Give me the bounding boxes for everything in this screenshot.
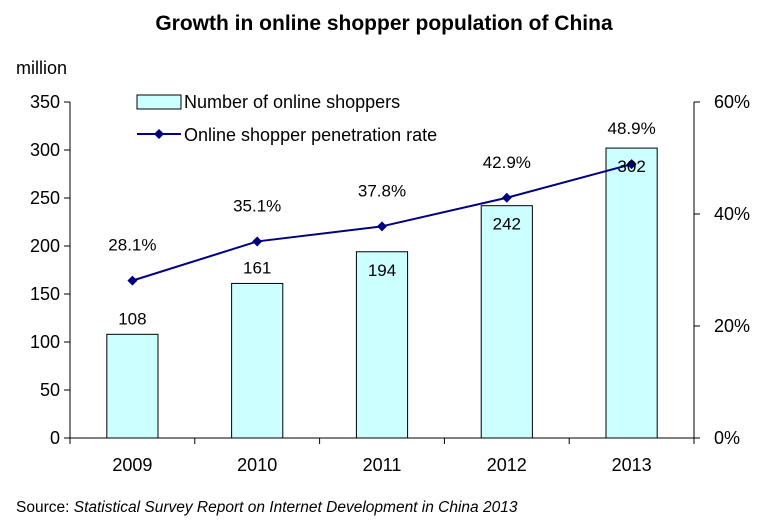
penetration-point-2013 (626, 159, 637, 170)
rate-value-label: 48.9% (607, 119, 655, 138)
y-tick-label: 50 (40, 380, 60, 400)
legend: Number of online shoppers Online shopper… (136, 92, 437, 145)
penetration-line (127, 159, 637, 286)
y-tick-label: 150 (30, 284, 60, 304)
x-tick-label: 2010 (237, 455, 277, 475)
rate-value-label: 42.9% (483, 153, 531, 172)
data-labels: 108 161 194 242 302 28.1% 35.1% 37.8% 42.9% 48.9% (108, 119, 655, 328)
bar-value-label: 194 (368, 261, 396, 280)
penetration-point-2010 (252, 236, 263, 247)
x-tick-label: 2012 (487, 455, 527, 475)
legend-bar-label: Number of online shoppers (184, 92, 400, 112)
source-title: Statistical Survey Report on Internet De… (73, 499, 518, 516)
rate-value-label: 37.8% (358, 181, 406, 200)
y-tick-label: 250 (30, 188, 60, 208)
y2-tick-label: 40% (714, 204, 750, 224)
source-note: Source: Statistical Survey Report on Int… (16, 499, 517, 517)
axes: 0 50 100 150 200 250 300 350 0% 20% 40% 60% 2009 2010… (30, 92, 750, 475)
y-axis-label: million (16, 58, 67, 78)
x-tick-label: 2013 (612, 455, 652, 475)
y2-tick-label: 60% (714, 92, 750, 112)
y-tick-label: 200 (30, 236, 60, 256)
penetration-point-2011 (377, 221, 387, 232)
y2-tick-label: 0% (714, 428, 740, 448)
bar-2010 (231, 282, 284, 439)
y-tick-label: 300 (30, 140, 60, 160)
x-tick-label: 2009 (112, 455, 152, 475)
bar-2009 (106, 333, 159, 439)
y-tick-label: 100 (30, 332, 60, 352)
y-tick-label: 0 (50, 428, 60, 448)
bar-value-label: 108 (118, 309, 146, 328)
y2-tick-label: 20% (714, 316, 750, 336)
bar-value-label: 302 (617, 157, 645, 176)
y-tick-label: 350 (30, 92, 60, 112)
bar-value-label: 242 (493, 215, 521, 234)
rate-value-label: 28.1% (108, 236, 156, 255)
chart-title: Growth in online shopper population of C… (155, 12, 613, 35)
bar-value-label: 161 (243, 258, 271, 277)
x-tick-label: 2011 (363, 455, 402, 475)
chart: Growth in online shopper population of C… (16, 12, 750, 475)
bar-2012 (480, 205, 533, 439)
penetration-point-2009 (127, 275, 138, 286)
bars (106, 147, 658, 439)
penetration-point-2012 (501, 192, 512, 203)
legend-line-label: Online shopper penetration rate (184, 125, 437, 145)
source-prefix: Source: (16, 499, 74, 516)
legend-bar-swatch (136, 94, 182, 110)
legend-line-marker (154, 129, 164, 139)
rate-value-label: 35.1% (233, 196, 281, 215)
bar-2011 (355, 251, 409, 439)
bar-2013 (605, 147, 658, 439)
